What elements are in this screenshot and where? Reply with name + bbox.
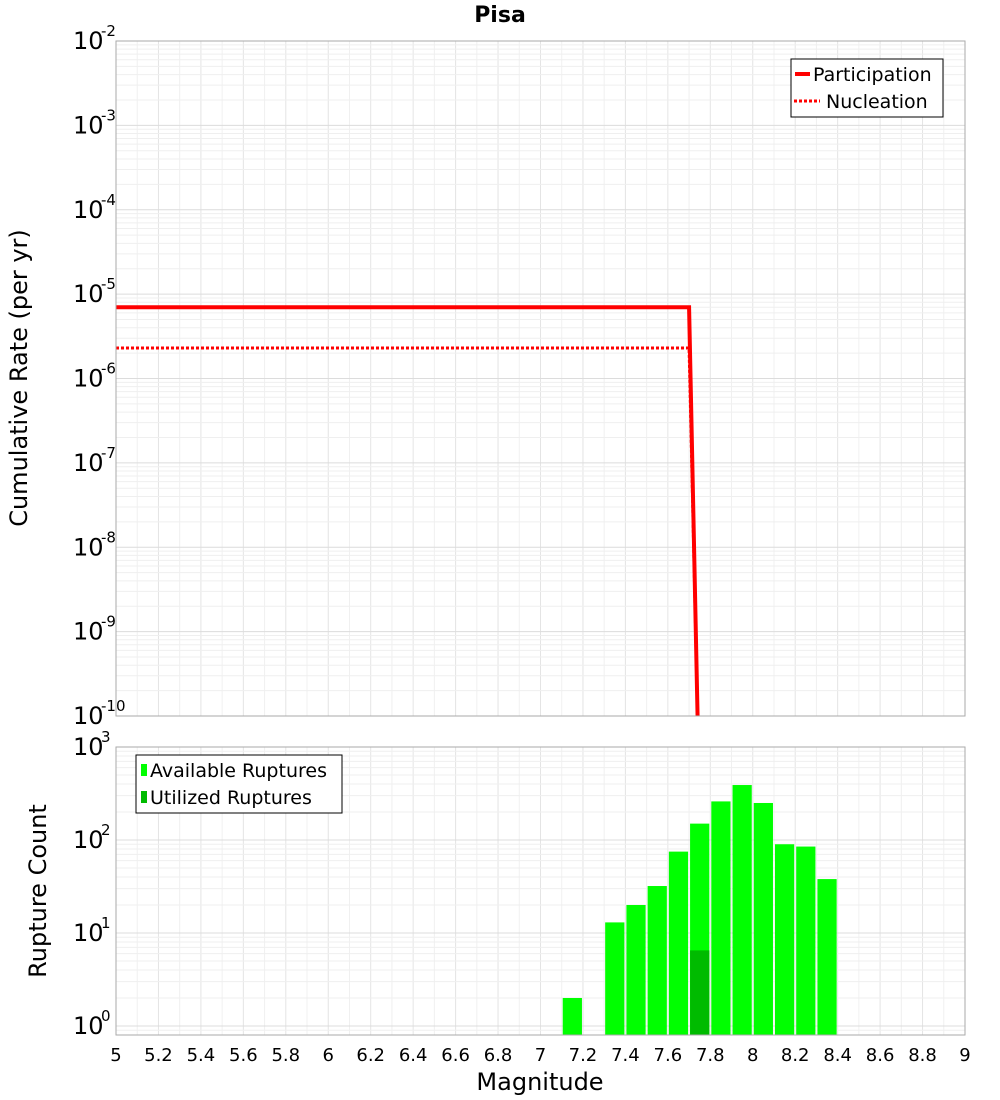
x-axis-label: Magnitude <box>476 1068 603 1096</box>
bar-available <box>562 997 582 1035</box>
y-tick-label: 10 <box>73 533 104 561</box>
y-tick-label: 10 <box>73 196 104 224</box>
top-plot-frame <box>115 40 966 717</box>
bar-available <box>817 879 837 1035</box>
y-tick-exponent: -4 <box>101 191 116 209</box>
cumulative-rate-panel: 10-1010-910-810-710-610-510-410-310-2Par… <box>73 22 966 730</box>
bar-available <box>605 922 625 1035</box>
top-legend: Participation Nucleation <box>790 58 944 118</box>
y-tick-exponent: -3 <box>101 106 116 124</box>
x-tick-label: 8.6 <box>866 1045 895 1066</box>
y-axis-label-bottom: Rupture Count <box>24 804 52 978</box>
y-tick-exponent: 0 <box>101 1007 111 1025</box>
y-tick-label: 10 <box>73 280 104 308</box>
y-tick-label: 10 <box>73 365 104 393</box>
bar-available <box>796 846 816 1035</box>
y-tick-label: 10 <box>73 702 104 730</box>
bar-available <box>711 801 731 1035</box>
x-tick-label: 5.8 <box>271 1045 300 1066</box>
x-tick-label: 8 <box>747 1045 758 1066</box>
y-axis-label-top: Cumulative Rate (per yr) <box>5 229 33 527</box>
x-tick-label: 8.2 <box>781 1045 810 1066</box>
y-tick-exponent: -10 <box>101 697 126 715</box>
bar-utilized <box>690 950 710 1035</box>
legend-label-nucleation: Nucleation <box>826 91 928 113</box>
x-tick-label: 7.2 <box>569 1045 598 1066</box>
y-tick-label: 10 <box>73 733 104 761</box>
bar-available <box>774 844 795 1035</box>
y-tick-label: 10 <box>73 826 104 854</box>
y-tick-exponent: -8 <box>101 528 116 546</box>
y-tick-label: 10 <box>73 27 104 55</box>
x-tick-label: 8.4 <box>823 1045 852 1066</box>
legend-swatch <box>141 764 147 776</box>
legend-label: Available Ruptures <box>150 760 327 782</box>
x-tick-label: 6.8 <box>484 1045 513 1066</box>
x-tick-label: 7.4 <box>611 1045 640 1066</box>
y-tick-exponent: 3 <box>101 728 111 746</box>
y-tick-exponent: -6 <box>101 360 116 378</box>
x-tick-label: 8.8 <box>908 1045 937 1066</box>
series-line-participation <box>116 305 700 717</box>
bottom-plot-frame <box>115 746 966 1036</box>
y-tick-exponent: 2 <box>101 821 111 839</box>
y-tick-exponent: -5 <box>101 275 116 293</box>
x-tick-label: 6.2 <box>356 1045 385 1066</box>
x-tick-label: 5.2 <box>144 1045 173 1066</box>
legend-box <box>790 58 944 118</box>
x-tick-label: 7.6 <box>654 1045 683 1066</box>
bar-available <box>668 851 689 1035</box>
y-tick-exponent: -2 <box>101 22 116 40</box>
x-tick-label: 6.4 <box>399 1045 428 1066</box>
x-tick-label: 5.6 <box>229 1045 258 1066</box>
legend-swatch <box>141 791 147 803</box>
x-tick-label: 7.8 <box>696 1045 725 1066</box>
legend-box <box>135 754 343 814</box>
y-tick-exponent: -9 <box>101 613 116 631</box>
y-tick-label: 10 <box>73 1012 104 1040</box>
y-tick-label: 10 <box>73 449 104 477</box>
x-tick-label: 6 <box>323 1045 334 1066</box>
y-tick-label: 10 <box>73 618 104 646</box>
x-tick-label: 9 <box>959 1045 970 1066</box>
y-tick-exponent: 1 <box>101 914 111 932</box>
y-tick-label: 10 <box>73 111 104 139</box>
chart-title: Pisa <box>474 3 526 28</box>
x-tick-label: 5 <box>110 1045 121 1066</box>
legend-label-participation: Participation <box>813 64 932 86</box>
bar-available <box>753 802 773 1035</box>
bar-available <box>732 785 752 1035</box>
y-tick-exponent: -7 <box>101 444 116 462</box>
bar-available <box>647 886 667 1035</box>
y-tick-label: 10 <box>73 919 104 947</box>
series-line-nucleation <box>116 346 700 717</box>
bar-available <box>626 904 646 1035</box>
x-tick-label: 7 <box>535 1045 546 1066</box>
legend-label: Utilized Ruptures <box>150 787 312 809</box>
bottom-legend: Available Ruptures Utilized Ruptures <box>135 754 343 814</box>
x-tick-label: 6.6 <box>441 1045 470 1066</box>
x-tick-label: 5.4 <box>187 1045 216 1066</box>
